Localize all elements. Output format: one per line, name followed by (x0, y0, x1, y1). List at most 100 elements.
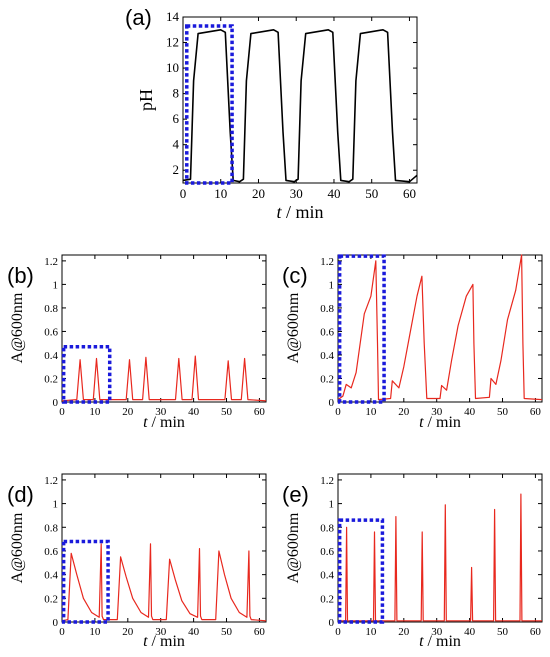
x-axis-label: t / min (419, 633, 461, 650)
y-tick-label: 0.6 (320, 546, 334, 558)
y-axis-label: A@600nm (9, 512, 26, 583)
y-axis-label: pH (136, 89, 156, 111)
x-tick-label: 0 (335, 626, 341, 638)
x-tick-label: 60 (254, 626, 266, 638)
y-tick-label: 0.4 (320, 350, 334, 362)
x-tick-label: 40 (464, 406, 476, 418)
x-tick-label: 0 (59, 626, 65, 638)
y-tick-label: 4 (173, 137, 180, 152)
highlight-box (337, 254, 386, 404)
x-tick-label: 10 (365, 406, 377, 418)
x-tick-label: 60 (254, 406, 266, 418)
y-tick-label: 0.6 (44, 546, 58, 558)
series-line (182, 28, 418, 183)
y-tick-label: 8 (173, 86, 180, 101)
x-tick-label: 50 (497, 406, 509, 418)
y-tick-label: 0 (329, 397, 335, 409)
x-tick-label: 40 (327, 186, 340, 201)
y-tick-label: 0.2 (320, 373, 334, 385)
y-tick-label: 10 (166, 60, 179, 75)
chart-panel: (a) 0 10 20 30 40 50 60 2 4 6 8 10 12 14 t / min pH (125, 5, 418, 222)
x-tick-label: 30 (431, 626, 443, 638)
panel-label: (c) (282, 263, 308, 288)
chart-panel: (b) 0 10 20 30 40 50 60 0 0.2 0.4 0.6 0.8 1 1.2 t / min… (7, 254, 267, 431)
x-tick-label: 20 (122, 406, 134, 418)
y-tick-label: 2 (173, 162, 180, 177)
x-tick-label: 30 (290, 186, 303, 201)
x-tick-label: 30 (155, 626, 167, 638)
plot-frame (182, 16, 418, 184)
y-tick-label: 1 (53, 279, 59, 291)
y-tick-label: 1.2 (44, 256, 58, 268)
y-tick-label: 0.4 (44, 570, 58, 582)
x-tick-label: 50 (497, 626, 509, 638)
x-tick-label: 10 (365, 626, 377, 638)
x-tick-label: 10 (89, 406, 101, 418)
x-tick-label: 0 (335, 406, 341, 418)
y-axis-label: A@600nm (285, 512, 302, 583)
x-tick-label: 50 (221, 626, 233, 638)
y-tick-label: 12 (166, 35, 179, 50)
x-tick-label: 40 (188, 626, 200, 638)
chart-panel: (d) 0 10 20 30 40 50 60 0 0.2 0.4 0.6 0.8 1 1.2 t / min… (7, 473, 267, 650)
panel-label: (a) (125, 5, 152, 30)
y-tick-label: 1 (329, 499, 335, 511)
y-tick-label: 0.4 (320, 570, 334, 582)
plot-frame (337, 254, 543, 403)
x-tick-label: 30 (155, 406, 167, 418)
x-tick-label: 60 (530, 626, 542, 638)
chart-panel: (e) 0 10 20 30 40 50 60 0 0.2 0.4 0.6 0.8 1 1.2 t / min… (282, 473, 543, 650)
x-tick-label: 10 (214, 186, 227, 201)
x-tick-label: 60 (403, 186, 416, 201)
plot-frame (61, 473, 267, 623)
highlight-box (61, 344, 112, 404)
x-tick-label: 0 (59, 406, 65, 418)
y-tick-label: 0.2 (320, 593, 334, 605)
x-tick-label: 50 (365, 186, 378, 201)
x-tick-label: 20 (398, 406, 410, 418)
y-tick-label: 14 (166, 9, 180, 24)
y-tick-label: 0.8 (320, 522, 334, 534)
highlight-box (61, 539, 110, 624)
y-axis-label: A@600nm (285, 292, 302, 363)
x-axis-label: t / min (143, 414, 185, 431)
y-tick-label: 1 (329, 279, 335, 291)
plot-frame (61, 254, 267, 403)
x-tick-label: 20 (398, 626, 410, 638)
x-tick-label: 10 (89, 626, 101, 638)
y-tick-label: 0.4 (44, 350, 58, 362)
y-tick-label: 1.2 (320, 475, 334, 487)
x-tick-label: 30 (431, 406, 443, 418)
highlight-box (185, 24, 234, 185)
y-tick-label: 0.6 (44, 326, 58, 338)
panel-label: (b) (7, 263, 34, 288)
x-tick-label: 40 (188, 406, 200, 418)
x-axis-label: t / min (276, 202, 323, 222)
chart-panel: (c) 0 10 20 30 40 50 60 0 0.2 0.4 0.6 0.8 1 1.2 t / min… (282, 254, 543, 431)
x-axis-label: t / min (143, 633, 185, 650)
x-tick-label: 20 (122, 626, 134, 638)
y-tick-label: 1.2 (44, 475, 58, 487)
panel-label: (e) (282, 482, 309, 507)
y-tick-label: 0.2 (44, 593, 58, 605)
x-tick-label: 60 (530, 406, 542, 418)
series-line (61, 355, 267, 402)
x-tick-label: 0 (180, 186, 187, 201)
y-tick-label: 0.8 (44, 522, 58, 534)
x-tick-label: 40 (464, 626, 476, 638)
y-tick-label: 0.8 (320, 303, 334, 315)
series-line (61, 543, 267, 622)
y-tick-label: 0.2 (44, 373, 58, 385)
y-tick-label: 6 (173, 111, 180, 126)
x-tick-label: 20 (252, 186, 265, 201)
highlight-box (337, 518, 385, 624)
plot-frame (337, 473, 543, 623)
y-tick-label: 0 (53, 617, 59, 629)
y-axis-label: A@600nm (9, 292, 26, 363)
y-tick-label: 0.6 (320, 326, 334, 338)
y-tick-label: 1 (53, 499, 59, 511)
series-line (338, 493, 542, 622)
x-axis-label: t / min (419, 414, 461, 431)
y-tick-label: 0.8 (44, 303, 58, 315)
